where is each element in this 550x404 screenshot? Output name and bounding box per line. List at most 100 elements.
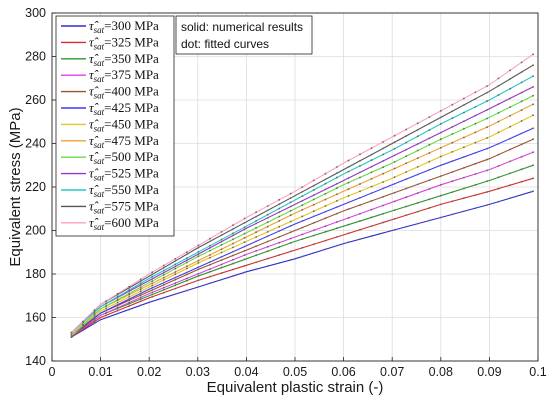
- fitted-point: [128, 308, 131, 311]
- fitted-point: [278, 236, 281, 238]
- fitted-point: [416, 192, 419, 195]
- fitted-point: [289, 237, 292, 240]
- fitted-point: [336, 200, 338, 202]
- legend-entry: τ̂sat=425 MPa: [61, 100, 159, 117]
- fitted-point: [301, 226, 304, 229]
- fitted-point: [128, 305, 131, 307]
- fitted-point: [186, 279, 188, 282]
- fitted-point: [93, 319, 96, 321]
- fitted-point: [405, 148, 408, 151]
- fitted-point: [324, 182, 327, 185]
- fitted-point: [174, 284, 177, 287]
- legend-subscript: sat: [94, 107, 105, 117]
- legend-entry: τ̂sat=475 MPa: [61, 133, 159, 150]
- fitted-point: [278, 241, 281, 244]
- fitted-point: [324, 192, 327, 195]
- fitted-point: [463, 210, 465, 213]
- fitted-point: [255, 245, 257, 248]
- fitted-point: [359, 190, 361, 193]
- fitted-point: [474, 141, 477, 144]
- fitted-point: [93, 311, 96, 313]
- legend-label: τ̂sat=550 MPa: [89, 182, 159, 199]
- fitted-point: [139, 296, 142, 299]
- fitted-point: [232, 242, 234, 245]
- fitted-point: [474, 114, 477, 117]
- x-tick-label: 0.03: [186, 365, 210, 379]
- fitted-point: [474, 162, 477, 165]
- fitted-point: [405, 225, 408, 228]
- fitted-point: [312, 243, 315, 246]
- fitted-point: [278, 211, 281, 214]
- legend-subscript: sat: [94, 41, 105, 51]
- fitted-point: [393, 176, 396, 179]
- fitted-point: [289, 201, 292, 204]
- fitted-point: [416, 183, 419, 186]
- fitted-point: [439, 155, 442, 158]
- fitted-point: [266, 245, 269, 248]
- fitted-point: [162, 284, 165, 286]
- legend-subscript: sat: [94, 189, 105, 199]
- fitted-point: [301, 238, 304, 241]
- fitted-point: [520, 100, 523, 103]
- fitted-point: [474, 194, 477, 197]
- fitted-point: [405, 205, 408, 208]
- fitted-point: [393, 161, 396, 163]
- fitted-point: [428, 169, 431, 171]
- fitted-point: [439, 123, 442, 125]
- fitted-point: [220, 231, 223, 233]
- fitted-point: [532, 53, 534, 56]
- legend-entry: τ̂sat=525 MPa: [61, 166, 159, 183]
- fitted-point: [266, 235, 269, 238]
- fitted-point: [266, 265, 269, 267]
- fitted-point: [382, 221, 384, 224]
- fitted-point: [162, 266, 165, 269]
- fitted-point: [255, 231, 257, 234]
- x-tick-label: 0.01: [88, 365, 112, 379]
- fitted-point: [266, 250, 269, 253]
- fitted-point: [197, 244, 200, 247]
- legend-subscript: sat: [94, 58, 105, 68]
- legend-value: =400 MPa: [104, 84, 159, 99]
- fitted-point: [232, 258, 234, 261]
- x-tick-label: 0: [49, 365, 56, 379]
- fitted-point: [243, 232, 246, 235]
- fitted-point: [255, 220, 257, 222]
- fitted-point: [532, 177, 534, 180]
- fitted-point: [82, 320, 84, 323]
- fitted-point: [405, 214, 408, 217]
- fitted-point: [151, 291, 154, 294]
- fitted-point: [105, 314, 107, 317]
- legend-value: =325 MPa: [104, 34, 159, 49]
- fitted-point: [289, 192, 292, 195]
- fitted-point: [451, 141, 454, 144]
- fitted-point: [520, 71, 523, 73]
- fitted-point: [162, 269, 165, 272]
- legend-value: =575 MPa: [104, 198, 159, 213]
- fitted-point: [520, 61, 523, 64]
- fitted-point: [382, 181, 384, 183]
- fitted-point: [70, 331, 73, 334]
- fitted-point: [497, 94, 500, 96]
- legend-label: τ̂sat=400 MPa: [89, 84, 159, 101]
- fitted-point: [232, 262, 234, 265]
- series-line: [71, 164, 534, 338]
- y-tick-label: 180: [25, 267, 46, 281]
- fitted-point: [393, 134, 396, 137]
- series-group: [70, 64, 534, 334]
- fitted-point: [382, 187, 384, 190]
- fitted-point: [243, 221, 246, 224]
- fitted-point: [347, 208, 350, 211]
- fitted-point: [186, 267, 188, 270]
- fitted-point: [532, 164, 534, 167]
- fitted-point: [405, 155, 408, 158]
- fitted-point: [416, 210, 419, 213]
- fitted-point: [359, 165, 361, 167]
- fitted-point: [405, 196, 408, 199]
- fitted-point: [532, 103, 534, 106]
- fitted-point: [151, 273, 154, 276]
- fitted-point: [289, 214, 292, 217]
- legend-value: =425 MPa: [104, 100, 159, 115]
- fitted-point: [393, 167, 396, 170]
- fitted-point: [278, 198, 281, 201]
- annotation-line-solid: solid: numerical results: [181, 20, 303, 34]
